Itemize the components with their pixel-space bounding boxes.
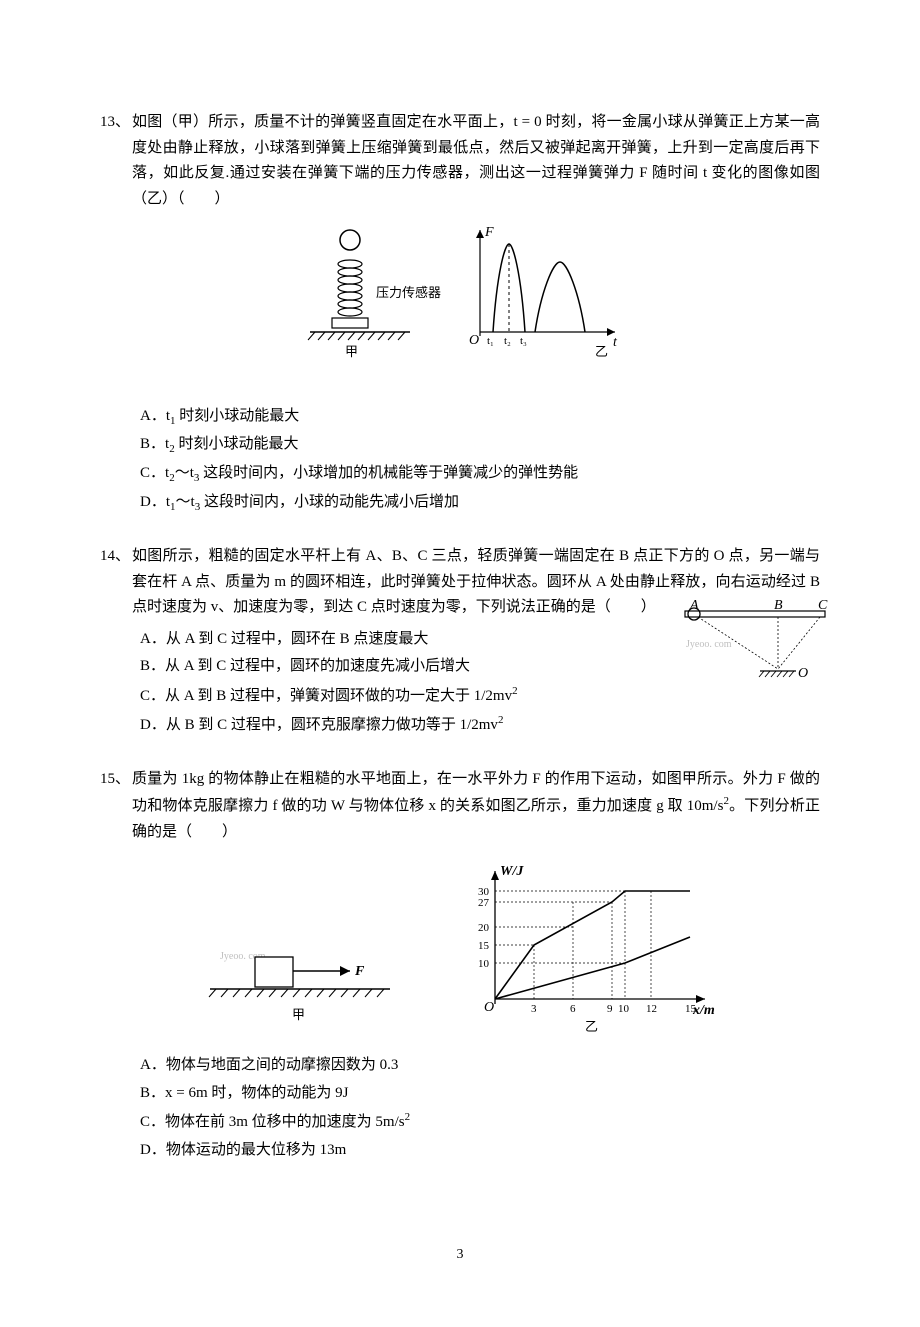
svg-text:27: 27 xyxy=(478,897,490,909)
q15-number: 15、 xyxy=(100,767,130,846)
q15-fig-left: Jyeoo. com F xyxy=(200,919,400,1039)
q13-number: 13、 xyxy=(100,110,130,212)
svg-text:9: 9 xyxy=(607,1003,613,1015)
q14-number: 14、 xyxy=(100,544,130,621)
q15-y-axis: W/J xyxy=(500,864,524,879)
q15-choices: A．物体与地面之间的动摩擦因数为 0.3 B．x = 6m 时，物体的动能为 9… xyxy=(140,1053,820,1163)
svg-text:10: 10 xyxy=(618,1003,630,1015)
q13-t2: t₂ xyxy=(504,335,511,347)
q15-cap-left: 甲 xyxy=(292,1007,305,1022)
q13-figure: 压力传感器 甲 xyxy=(100,222,820,392)
q13-choice-c: C．t2～t3 这段时间内，小球增加的机械能等于弹簧减少的弹性势能 xyxy=(140,461,820,488)
q14-watermark: Jyeoo. com xyxy=(686,639,732,650)
q13-origin: O xyxy=(469,333,479,348)
svg-text:15: 15 xyxy=(685,1003,697,1015)
q13-stem: 如图（甲）所示，质量不计的弹簧竖直固定在水平面上，t = 0 时刻，将一金属小球… xyxy=(132,110,820,212)
svg-text:30: 30 xyxy=(478,886,490,898)
q15-choice-c: C．物体在前 3m 位移中的加速度为 5m/s2 xyxy=(140,1108,820,1136)
q13-t3: t₃ xyxy=(520,335,527,347)
q15-origin: O xyxy=(484,1000,494,1015)
svg-text:12: 12 xyxy=(646,1003,657,1015)
q15-fig-right: W/J x/m O 10 15 20 27 30 3 6 9 10 12 15 xyxy=(460,859,720,1039)
q14-O: O xyxy=(798,666,808,681)
q13-choices: A．t1 时刻小球动能最大 B．t2 时刻小球动能最大 C．t2～t3 这段时间… xyxy=(140,404,820,517)
q14-A: A xyxy=(689,599,699,613)
q15-F-label: F xyxy=(354,964,365,979)
q13-x-axis: t xyxy=(613,335,618,350)
svg-text:15: 15 xyxy=(478,940,490,952)
question-15: 15、 质量为 1kg 的物体静止在粗糙的水平地面上，在一水平外力 F 的作用下… xyxy=(100,767,820,1164)
page-number: 3 xyxy=(100,1243,820,1267)
q13-choice-b: B．t2 时刻小球动能最大 xyxy=(140,432,820,459)
sensor-label: 压力传感器 xyxy=(376,285,441,300)
q14-C: C xyxy=(818,599,828,613)
q15-figures: Jyeoo. com F xyxy=(100,859,820,1039)
q15-choice-a: A．物体与地面之间的动摩擦因数为 0.3 xyxy=(140,1053,820,1079)
q14-choice-d: D．从 B 到 C 过程中，圆环克服摩擦力做功等于 1/2mv2 xyxy=(140,711,820,739)
svg-text:6: 6 xyxy=(570,1003,576,1015)
question-13: 13、 如图（甲）所示，质量不计的弹簧竖直固定在水平面上，t = 0 时刻，将一… xyxy=(100,110,820,516)
q15-cap-right: 乙 xyxy=(585,1019,598,1034)
q15-choice-b: B．x = 6m 时，物体的动能为 9J xyxy=(140,1081,820,1107)
q13-choice-d: D．t1～t3 这段时间内，小球的动能先减小后增加 xyxy=(140,490,820,517)
q14-B: B xyxy=(774,599,783,613)
q13-y-axis: F xyxy=(484,225,494,240)
q13-cap-left: 甲 xyxy=(345,344,358,359)
q13-t1: t₁ xyxy=(487,335,494,347)
q15-choice-d: D．物体运动的最大位移为 13m xyxy=(140,1138,820,1164)
svg-text:20: 20 xyxy=(478,922,490,934)
svg-text:10: 10 xyxy=(478,958,490,970)
svg-text:3: 3 xyxy=(531,1003,537,1015)
q13-cap-right: 乙 xyxy=(595,344,608,359)
question-14: 14、 如图所示，粗糙的固定水平杆上有 A、B、C 三点，轻质弹簧一端固定在 B… xyxy=(100,544,820,739)
q15-stem: 质量为 1kg 的物体静止在粗糙的水平地面上，在一水平外力 F 的作用下运动，如… xyxy=(132,767,820,846)
q14-figure: A B C O Jyeoo. com xyxy=(680,599,830,709)
q13-choice-a: A．t1 时刻小球动能最大 xyxy=(140,404,820,431)
